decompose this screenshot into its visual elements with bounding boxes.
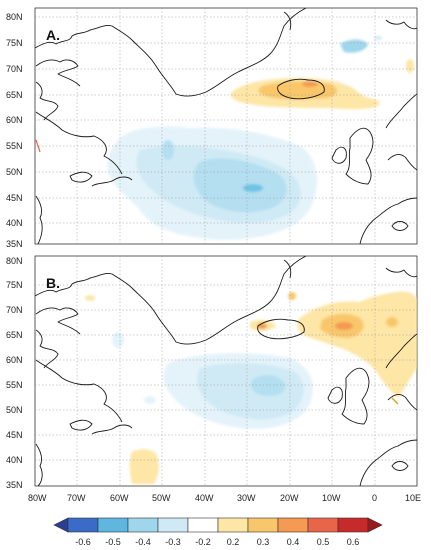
lat-tick: 35N <box>6 239 23 249</box>
colorbar-segment <box>277 517 309 533</box>
lat-tick: 45N <box>6 193 23 203</box>
panel-a-label: A. <box>46 27 60 43</box>
panel-b-gridlines <box>35 256 417 486</box>
lat-tick: 40N <box>6 218 23 228</box>
colorbar-segment <box>97 517 129 533</box>
lon-tick: 30W <box>237 493 256 503</box>
colorbar-segment <box>307 517 339 533</box>
colorbar-arrow-high <box>367 517 383 533</box>
lat-tick: 50N <box>6 167 23 177</box>
colorbar-segment <box>247 517 279 533</box>
lat-tick: 55N <box>6 141 23 151</box>
colorbar-label: -0.5 <box>105 537 121 547</box>
lat-tick: 35N <box>6 480 23 490</box>
lat-tick: 50N <box>6 405 23 415</box>
colorbar-labels: -0.6 -0.5 -0.4 -0.3 -0.2 0.2 0.3 0.4 0.5… <box>75 537 359 547</box>
lon-tick: 10W <box>322 493 341 503</box>
colorbar-label: 0.2 <box>227 537 240 547</box>
lat-tick: 70N <box>6 64 23 74</box>
colorbar-segment <box>127 517 159 533</box>
colorbar-label: 0.3 <box>257 537 270 547</box>
panel-b-coastlines <box>35 256 417 486</box>
colorbar-label: -0.2 <box>195 537 211 547</box>
colorbar-label: 0.6 <box>347 537 360 547</box>
panel-b-lat-ticks: 80N 75N 70N 65N 60N 55N 50N 45N 40N 35N <box>6 256 23 490</box>
lat-tick: 60N <box>6 115 23 125</box>
colorbar-segment <box>157 517 189 533</box>
colorbar-segment <box>67 517 99 533</box>
lat-tick: 75N <box>6 38 23 48</box>
colorbar-label: 0.5 <box>317 537 330 547</box>
colorbar: -0.6 -0.5 -0.4 -0.3 -0.2 0.2 0.3 0.4 0.5… <box>53 517 383 547</box>
lat-tick: 45N <box>6 430 23 440</box>
panel-b: B. 80N 75N 70N 65N 60N 55N 50N 45N 40N 3… <box>6 255 418 490</box>
lon-tick: 0 <box>372 493 377 503</box>
panel-a-lat-ticks: 80N 75N 70N 65N 60N 55N 50N 45N 40N 35N <box>6 12 23 249</box>
lat-tick: 40N <box>6 455 23 465</box>
lat-tick: 80N <box>6 256 23 266</box>
colorbar-label: -0.4 <box>135 537 151 547</box>
colorbar-label: -0.3 <box>165 537 181 547</box>
lat-tick: 55N <box>6 380 23 390</box>
lon-tick: 80W <box>28 493 47 503</box>
colorbar-label: -0.6 <box>75 537 91 547</box>
panel-b-positive-anomaly-scandinavia <box>85 291 417 398</box>
panel-b-positive-anomaly-subtropics <box>129 449 159 484</box>
panel-b-coast-marker <box>391 397 399 405</box>
colorbar-label: 0.4 <box>287 537 300 547</box>
lon-ticks: 80W 70W 60W 50W 40W 30W 20W 10W 0 10E <box>28 493 421 503</box>
panel-a: A. 80N 75N 70N 65N 60N 55N 50N 45N 40N 3… <box>6 7 418 249</box>
lat-tick: 75N <box>6 280 23 290</box>
lat-tick: 70N <box>6 305 23 315</box>
colorbar-segment <box>217 517 249 533</box>
lat-tick: 80N <box>6 12 23 22</box>
lon-tick: 10E <box>405 493 421 503</box>
lat-tick: 60N <box>6 355 23 365</box>
colorbar-segment <box>187 517 219 533</box>
panel-a-coast-marker <box>35 139 41 153</box>
colorbar-arrow-low <box>53 517 69 533</box>
lon-tick: 70W <box>67 493 86 503</box>
lon-tick: 60W <box>110 493 129 503</box>
lat-tick: 65N <box>6 330 23 340</box>
lon-tick: 20W <box>280 493 299 503</box>
lon-tick: 50W <box>152 493 171 503</box>
panel-a-coastlines <box>35 8 417 244</box>
panel-b-label: B. <box>46 275 60 291</box>
panel-a-gridlines <box>35 8 417 244</box>
colorbar-segment <box>337 517 369 533</box>
colorbar-segments <box>53 517 383 533</box>
lat-tick: 65N <box>6 90 23 100</box>
lon-tick: 40W <box>195 493 214 503</box>
